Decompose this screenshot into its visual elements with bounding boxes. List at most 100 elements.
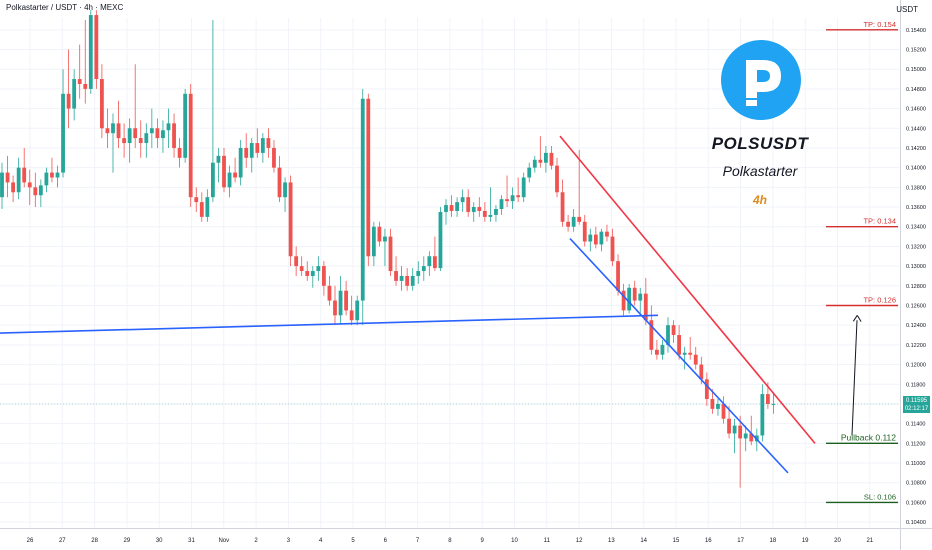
candle [605,224,609,242]
date-tick-label: 29 [124,538,131,544]
candle-body [105,128,110,134]
candle [222,147,226,193]
candle [366,93,371,267]
candle [421,256,426,281]
price-tick-label: 0.14200 [906,146,926,152]
candle-body [299,266,304,272]
candle [621,283,626,316]
candle-body [599,231,604,245]
candle [671,320,676,343]
candle [172,113,176,158]
candle-body [666,325,670,345]
candle [16,157,21,200]
candle-body [11,182,15,193]
date-tick-label: 7 [416,538,420,544]
candle [638,287,643,314]
price-tick-label: 0.11800 [906,382,925,388]
candle [771,392,776,414]
price-tick-label: 0.14600 [906,107,926,113]
date-tick-label: 14 [640,538,647,544]
candle [277,155,282,203]
candle [416,261,421,284]
brand-name: Polkastarter [722,163,798,179]
candle-body [638,293,643,301]
support-trendline [0,314,659,334]
candle-body [27,182,32,188]
candle-body [77,79,82,84]
candle-body [460,197,465,203]
price-tick-label: 0.13400 [906,225,926,231]
candle-body [555,165,559,193]
candle [349,295,354,326]
candle-body [732,425,737,434]
candle-body [111,123,115,134]
candle-body [405,275,410,286]
candle-body [510,195,515,202]
candle-body [704,379,709,400]
candle [427,251,432,276]
candle-body [482,210,487,217]
candle-body [238,147,243,178]
candle-body [144,133,149,144]
candle-body [277,167,282,198]
candle [155,118,160,148]
date-tick-label: 6 [384,538,388,544]
candle-body [527,167,532,178]
candle-body [211,162,215,198]
candle-body [227,172,232,188]
date-tick-label: 20 [834,538,841,544]
candle-body [377,226,382,242]
candle-body [22,167,27,183]
candle [655,339,659,360]
candle [166,108,171,148]
candle-body [410,275,415,286]
candle-body [355,300,360,321]
candle-body [566,221,570,227]
candle [566,214,570,232]
candle-body [0,172,4,198]
candle-body [161,130,165,139]
candle [538,136,543,168]
candle-body [427,256,432,267]
candle [216,147,221,183]
candle [138,120,143,158]
price-tick-label: 0.12000 [906,363,926,369]
price-tick-label: 0.13200 [906,244,926,250]
candle-body [743,433,748,439]
candle [444,199,448,225]
candle-body [710,399,715,409]
candle [482,202,487,222]
candle [527,162,532,183]
candle [677,325,681,360]
candle-body [288,182,293,257]
candle-body [177,147,182,158]
candle [249,138,254,173]
brand-symbol: POLSUSDT [711,134,809,153]
candle-body [222,155,226,188]
candle [27,169,32,206]
candle-body [455,202,459,211]
candle [5,155,10,198]
date-tick-label: 11 [544,538,551,544]
candle [72,69,77,121]
candle [627,283,632,314]
price-tick-label: 0.10400 [906,520,926,526]
candle [488,187,493,222]
date-tick-label: 16 [705,538,712,544]
candle [510,187,515,210]
candle-body [383,236,387,242]
date-tick-label: 12 [576,538,583,544]
date-tick-label: 8 [448,538,452,544]
candle-body [266,138,271,148]
candle-body [766,394,770,404]
candle-body [327,285,332,301]
candle [194,187,199,212]
candle [710,389,715,414]
candle [571,209,576,232]
candle [371,221,376,267]
candle-body [188,93,193,198]
candle-body [310,271,315,276]
candle-body [44,172,49,186]
